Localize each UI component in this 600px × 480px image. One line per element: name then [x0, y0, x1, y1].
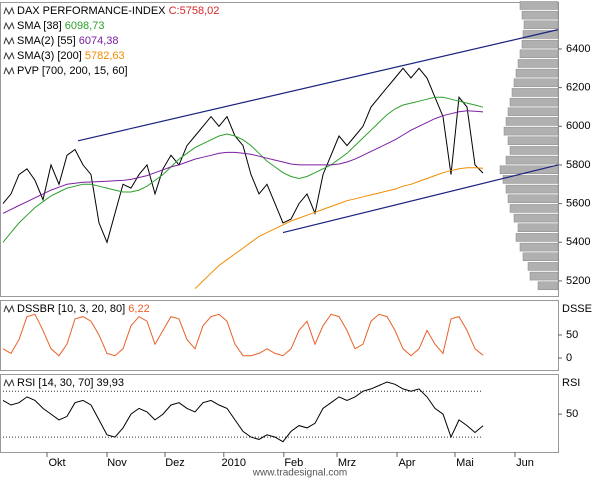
volume-profile-bar: [517, 59, 559, 68]
volume-profile-bar: [503, 126, 559, 136]
legend-name: DAX PERFORMANCE-INDEX: [17, 5, 166, 17]
volume-profile-bar: [519, 242, 559, 252]
volume-profile-bar: [527, 262, 559, 271]
legend-entry: SMA(3) [200] 5782,63: [17, 50, 125, 62]
legend-name: PVP [700, 200, 15, 60]: [17, 65, 128, 77]
volume-profile-bar: [509, 97, 559, 107]
legend-value: 5782,63: [85, 50, 125, 62]
x-tick-label: 2010: [222, 457, 246, 469]
y-tick-label: 6400: [566, 43, 590, 55]
volume-profile-bar: [509, 204, 559, 213]
legend-icon: [3, 66, 15, 76]
legend-value: C:5758,02: [169, 5, 220, 17]
y-tick-label: 5200: [566, 275, 590, 287]
volume-profile-bar: [509, 146, 559, 155]
legend-value: 39,93: [97, 377, 125, 389]
x-tick-label: Feb: [284, 457, 303, 469]
volume-profile-bar: [519, 1, 559, 10]
price-line: [2, 313, 484, 357]
channel-line: [282, 164, 559, 234]
x-tick-label: Okt: [48, 457, 65, 469]
volume-profile-bar: [529, 271, 559, 281]
sma-line: [194, 167, 484, 290]
legend-icon: [3, 51, 15, 61]
panel-frame: [0, 2, 559, 297]
volume-profile-bar: [537, 281, 559, 291]
panel-frame: [0, 374, 559, 453]
legend-value: 6098,73: [65, 20, 105, 32]
y-tick-label: 50: [566, 408, 578, 420]
x-tick-label: Nov: [107, 457, 127, 469]
volume-profile-bar: [505, 117, 559, 126]
volume-profile-bar: [521, 39, 559, 49]
legend-entry: SMA [38] 6098,73: [17, 20, 104, 32]
legend-value: 6,22: [128, 303, 149, 315]
legend-entry: SMA(2) [55] 6074,38: [17, 35, 119, 47]
volume-profile-bar: [521, 10, 559, 20]
y-tick-label: 0: [566, 352, 572, 364]
legend-icon: [3, 6, 15, 16]
x-tick-label: Dez: [165, 457, 185, 469]
legend-value: 6074,38: [79, 35, 119, 47]
legend-entry: DAX PERFORMANCE-INDEX C:5758,02: [17, 5, 219, 17]
volume-profile-bar: [522, 30, 559, 39]
volume-profile-bar: [522, 252, 559, 262]
legend-name: RSI [14, 30, 70]: [17, 377, 93, 389]
x-tick-label: Jun: [516, 457, 534, 469]
volume-profile-bar: [505, 184, 559, 194]
volume-profile-bar: [499, 165, 559, 175]
legend-entry: PVP [700, 200, 15, 60]: [17, 65, 128, 77]
legend-icon: [3, 36, 15, 46]
price-line: [2, 381, 484, 443]
panel-axis-label: DSSE: [562, 303, 592, 315]
volume-profile-bar: [513, 78, 559, 88]
legend-name: SMA(3) [200]: [17, 50, 82, 62]
volume-profile-bar: [507, 107, 559, 117]
volume-profile-bar: [515, 233, 559, 242]
legend-name: SMA(2) [55]: [17, 35, 76, 47]
channel-line: [77, 29, 559, 142]
legend-name: SMA [38]: [17, 20, 62, 32]
legend-entry: DSSBR [10, 3, 20, 80] 6,22: [17, 303, 150, 315]
volume-profile-bar: [515, 68, 559, 78]
y-tick-label: 6000: [566, 120, 590, 132]
legend-icon: [3, 21, 15, 31]
legend-icon: [3, 304, 15, 314]
legend-icon: [3, 378, 15, 388]
x-tick-label: Mrz: [338, 457, 356, 469]
legend-entry: RSI [14, 30, 70] 39,93: [17, 377, 124, 389]
volume-profile-bar: [507, 194, 559, 204]
price-line: [2, 67, 484, 244]
y-tick-label: 5600: [566, 198, 590, 210]
legend-name: DSSBR [10, 3, 20, 80]: [17, 303, 125, 315]
volume-profile-bar: [513, 213, 559, 223]
y-tick-label: 5800: [566, 159, 590, 171]
x-tick-label: Mai: [456, 457, 474, 469]
volume-profile-bar: [523, 20, 559, 30]
volume-profile-bar: [505, 155, 559, 165]
volume-profile-bar: [511, 88, 559, 97]
y-tick-label: 50: [566, 329, 578, 341]
volume-profile-bar: [517, 223, 559, 233]
footer: www.tradesignal.com: [252, 468, 347, 479]
panel-axis-label: RSI: [562, 377, 580, 389]
volume-profile-bar: [502, 175, 559, 184]
x-tick-label: Apr: [398, 457, 415, 469]
sma-line: [2, 110, 484, 214]
y-tick-label: 6200: [566, 82, 590, 94]
y-tick-label: 5400: [566, 236, 590, 248]
volume-profile-bar: [507, 136, 559, 146]
sma-line: [2, 96, 484, 243]
volume-profile-bar: [519, 49, 559, 59]
